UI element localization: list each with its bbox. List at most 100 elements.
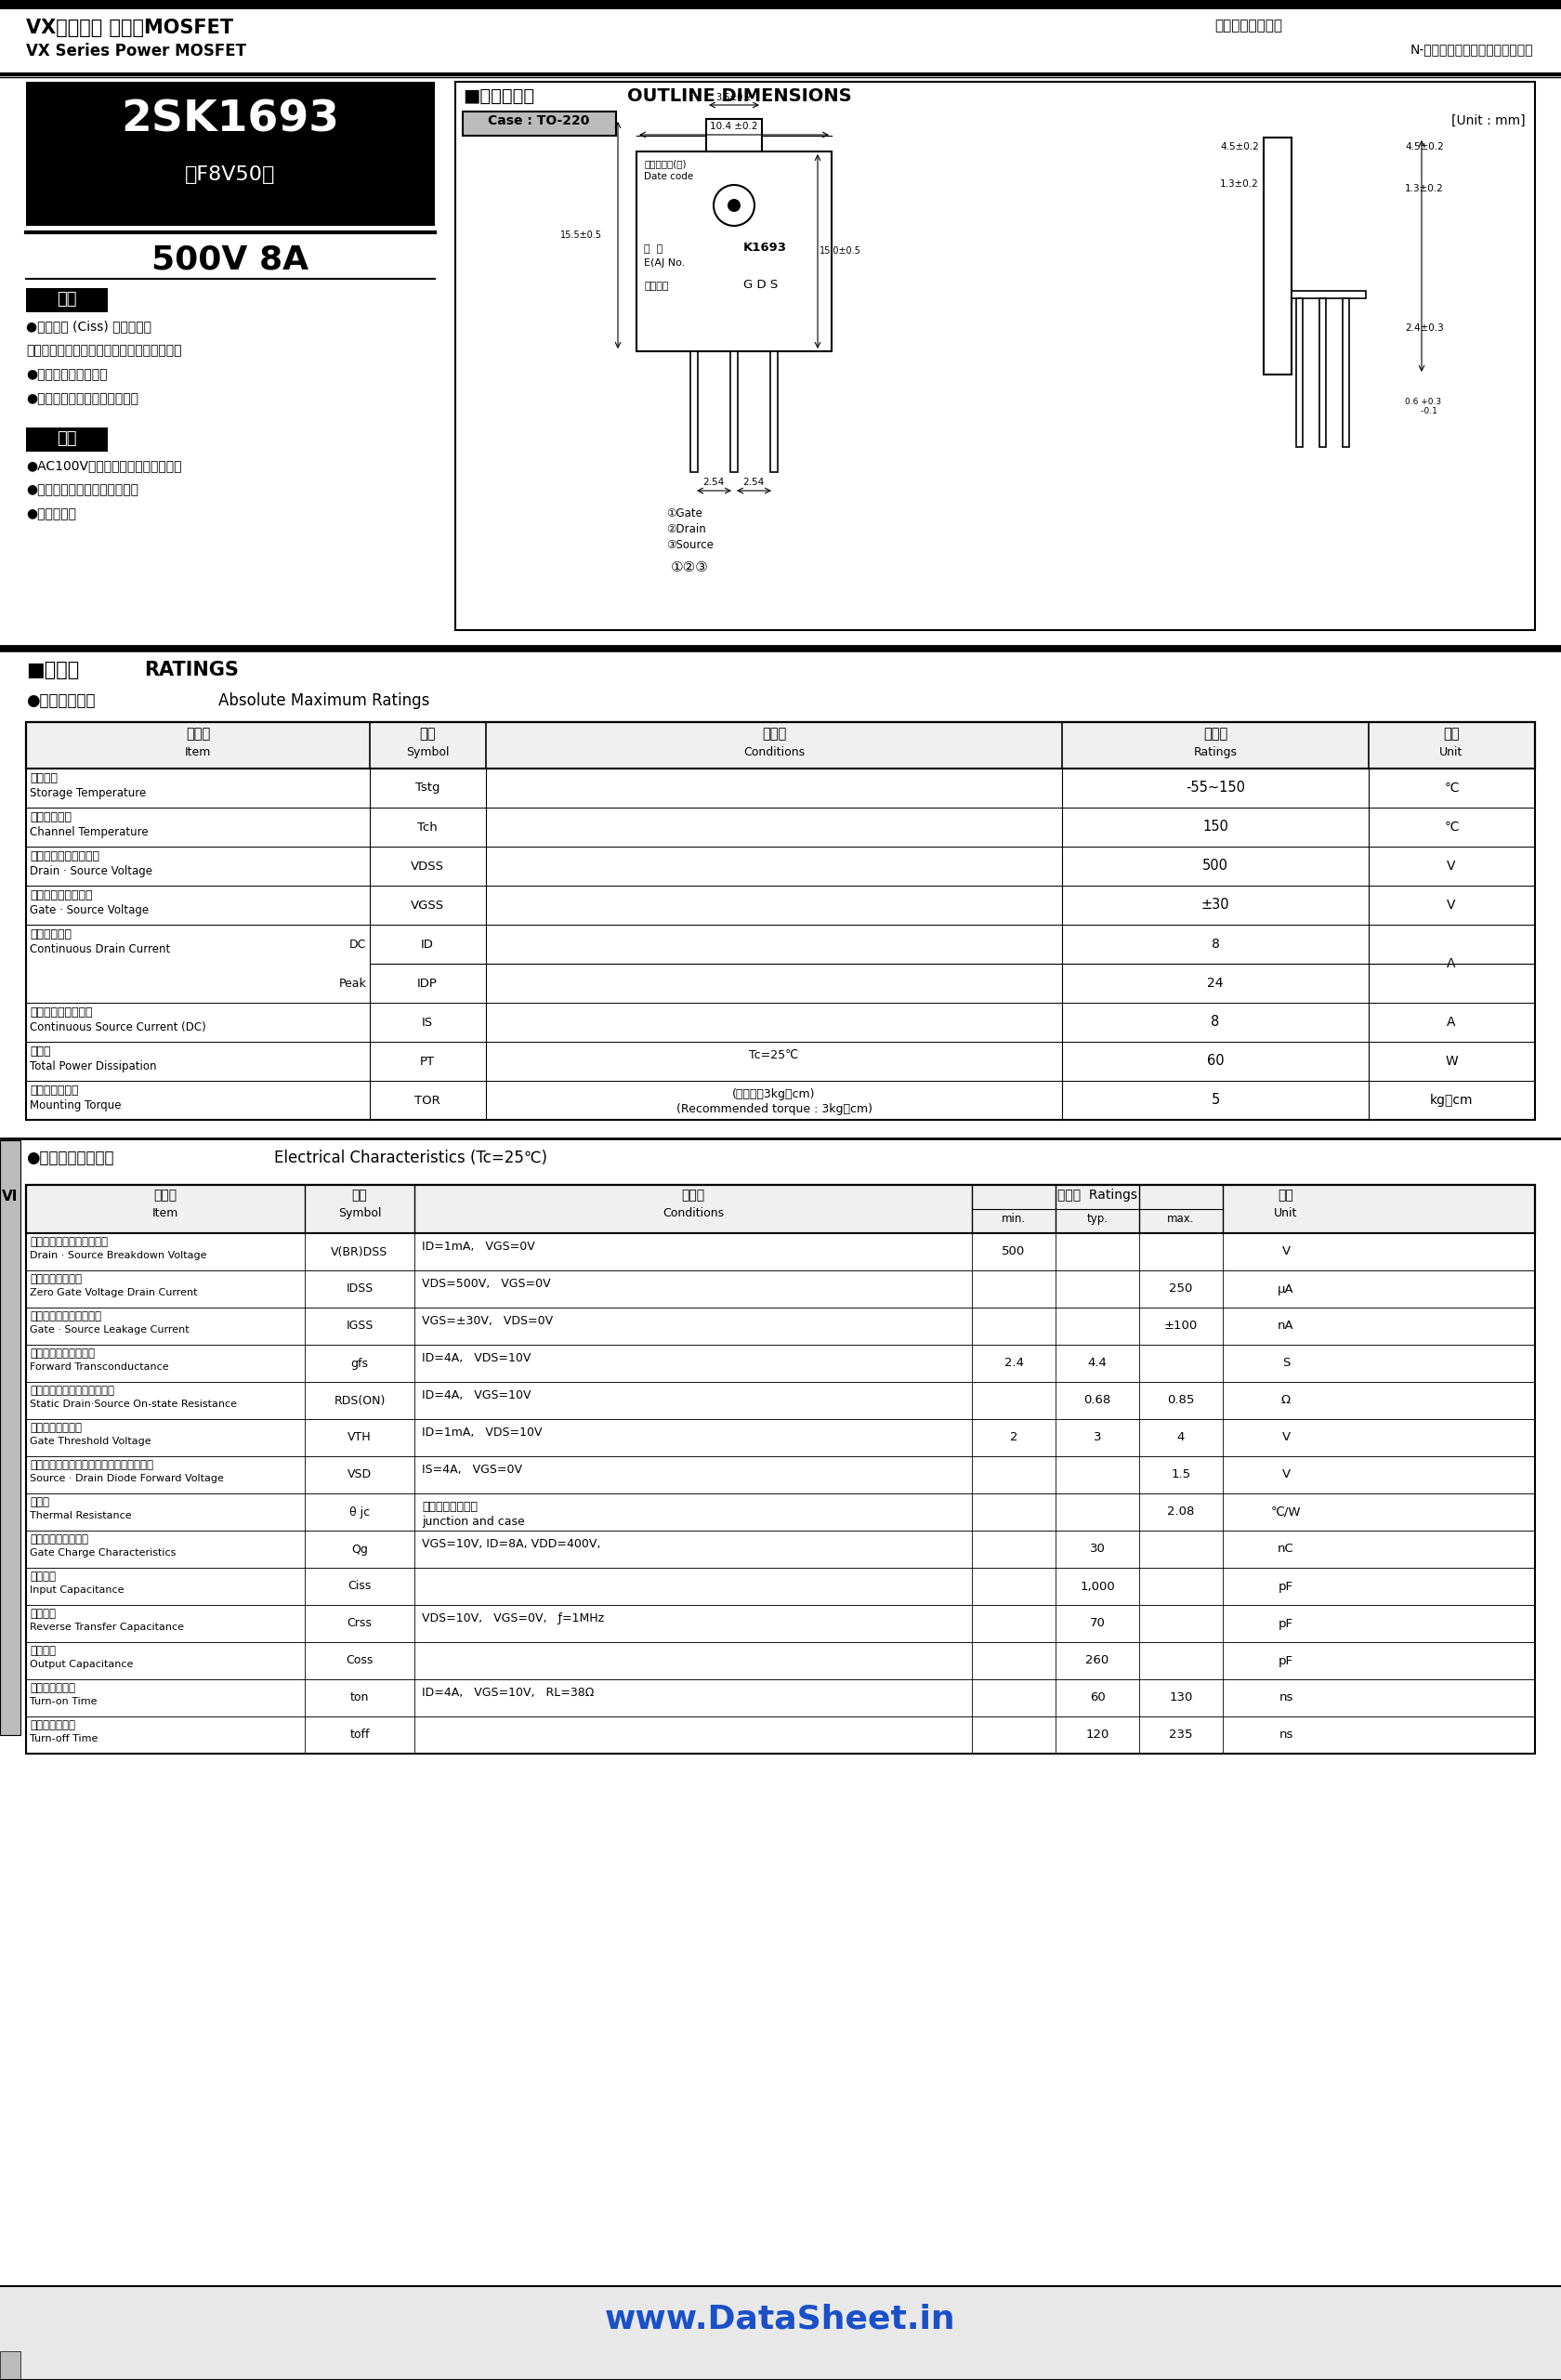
Text: Turn-on Time: Turn-on Time — [30, 1697, 97, 1706]
Text: V: V — [1447, 859, 1456, 873]
Text: Qg: Qg — [351, 1542, 368, 1554]
Text: Channel Temperature: Channel Temperature — [30, 826, 148, 838]
Bar — [27, 1185, 1534, 1754]
Text: toff: toff — [350, 1728, 370, 1742]
Bar — [706, 119, 762, 152]
Text: TOR: TOR — [415, 1095, 440, 1107]
Text: VXシリーズ パワーMOSFET: VXシリーズ パワーMOSFET — [27, 19, 233, 38]
Text: Conditions: Conditions — [662, 1207, 724, 1219]
Text: 項　目: 項 目 — [153, 1188, 176, 1202]
Bar — [770, 352, 777, 471]
Text: 0.6 +0.3
      -0.1: 0.6 +0.3 -0.1 — [1405, 397, 1441, 416]
Text: V: V — [1282, 1245, 1291, 1259]
Text: VDS=500V,   VGS=0V: VDS=500V, VGS=0V — [421, 1278, 551, 1290]
Text: 順伝達コンダクタンス: 順伝達コンダクタンス — [30, 1347, 95, 1359]
Text: Ciss: Ciss — [348, 1580, 372, 1592]
Bar — [27, 1457, 1534, 1492]
Bar — [27, 428, 108, 452]
Bar — [27, 1271, 1534, 1307]
Text: 転送容量: 転送容量 — [30, 1609, 56, 1621]
Text: N-チャネル、エンハンスメント型: N-チャネル、エンハンスメント型 — [1410, 43, 1533, 55]
Text: 1.3±0.2: 1.3±0.2 — [1405, 183, 1444, 193]
Text: ②Drain: ②Drain — [667, 524, 706, 536]
Text: 4.5±0.2: 4.5±0.2 — [1221, 143, 1260, 152]
Text: VGS=10V, ID=8A, VDD=400V,: VGS=10V, ID=8A, VDD=400V, — [421, 1537, 601, 1549]
Text: 235: 235 — [1169, 1728, 1193, 1742]
Text: 3.6±0.2: 3.6±0.2 — [716, 93, 752, 102]
Text: S: S — [1282, 1357, 1289, 1368]
Text: ソース電流（直流）: ソース電流（直流） — [30, 1007, 92, 1019]
Text: RATINGS: RATINGS — [144, 662, 239, 678]
Bar — [0, 1140, 20, 1735]
Text: ドレイン逆方電流: ドレイン逆方電流 — [30, 1273, 81, 1285]
Bar — [27, 1530, 1534, 1568]
Text: (推奨値：3kg・cm): (推奨値：3kg・cm) — [732, 1088, 815, 1100]
Text: Source · Drain Diode Forward Voltage: Source · Drain Diode Forward Voltage — [30, 1473, 223, 1483]
Text: pF: pF — [1278, 1618, 1294, 1630]
Text: IDSS: IDSS — [347, 1283, 373, 1295]
Text: 70: 70 — [1090, 1618, 1105, 1630]
Text: ID: ID — [421, 938, 434, 950]
Text: Total Power Dissipation: Total Power Dissipation — [30, 1061, 156, 1073]
Text: VX Series Power MOSFET: VX Series Power MOSFET — [27, 43, 247, 60]
Text: [Unit : mm]: [Unit : mm] — [1452, 114, 1525, 126]
Text: www.DataSheet.in: www.DataSheet.in — [606, 2304, 955, 2335]
Text: typ.: typ. — [1086, 1214, 1108, 1226]
Bar — [456, 81, 1534, 631]
Text: 規格値  Ratings: 規格値 Ratings — [1057, 1188, 1138, 1202]
Text: ℃: ℃ — [1444, 821, 1458, 833]
Text: pF: pF — [1278, 1580, 1294, 1592]
Text: ドレイン・ソース降伏電圧: ドレイン・ソース降伏電圧 — [30, 1235, 108, 1247]
Text: V: V — [1282, 1433, 1291, 1445]
Bar — [27, 1307, 1534, 1345]
Text: Coss: Coss — [347, 1654, 373, 1666]
Text: max.: max. — [1168, 1214, 1194, 1226]
Text: ゲートチャージ特性: ゲートチャージ特性 — [30, 1533, 89, 1545]
Text: ■外形寸法図: ■外形寸法図 — [462, 88, 534, 105]
Text: Absolute Maximum Ratings: Absolute Maximum Ratings — [219, 693, 429, 709]
Text: 5: 5 — [1211, 1092, 1219, 1107]
Text: 120: 120 — [1085, 1728, 1110, 1742]
Text: ゲートしきい電圧: ゲートしきい電圧 — [30, 1421, 81, 1433]
Text: V: V — [1447, 900, 1456, 912]
Text: ドレイン電流: ドレイン電流 — [30, 928, 72, 940]
Text: Electrical Characteristics (Tc=25℃): Electrical Characteristics (Tc=25℃) — [275, 1150, 548, 1166]
Text: ロット記号(枠): ロット記号(枠) — [645, 159, 687, 169]
Text: ℃: ℃ — [1444, 781, 1458, 795]
Text: VDS=10V,   VGS=0V,   ƒ=1MHz: VDS=10V, VGS=0V, ƒ=1MHz — [421, 1611, 604, 1626]
Text: min.: min. — [1002, 1214, 1026, 1226]
Text: Drain · Source Voltage: Drain · Source Voltage — [30, 866, 153, 878]
Text: Tstg: Tstg — [415, 783, 440, 795]
Text: 全損失: 全損失 — [30, 1045, 50, 1057]
Text: 品  名: 品 名 — [645, 245, 663, 255]
Bar — [27, 1680, 1534, 1716]
Text: 2: 2 — [1010, 1433, 1018, 1445]
Text: ［F8V50］: ［F8V50］ — [186, 167, 276, 183]
Text: 出力容量: 出力容量 — [30, 1645, 56, 1656]
Text: ●スイッチングタイムが速い。: ●スイッチングタイムが速い。 — [27, 393, 139, 405]
Text: ドレイン・ソース電圧: ドレイン・ソース電圧 — [30, 850, 100, 862]
Bar — [1296, 298, 1303, 447]
Text: ID=1mA,   VDS=10V: ID=1mA, VDS=10V — [421, 1426, 542, 1438]
Bar — [1291, 290, 1366, 298]
Text: 2.54: 2.54 — [743, 478, 765, 488]
Bar — [27, 288, 108, 312]
Text: Conditions: Conditions — [743, 747, 805, 759]
Bar — [27, 807, 1534, 847]
Text: IS: IS — [421, 1016, 432, 1028]
Text: ドレイン・ソース間オン抵抗: ドレイン・ソース間オン抵抗 — [30, 1385, 114, 1397]
Text: kg・cm: kg・cm — [1430, 1095, 1474, 1107]
Text: VI: VI — [2, 1190, 19, 1204]
Text: A: A — [1447, 957, 1456, 971]
Text: Continuous Drain Current: Continuous Drain Current — [30, 942, 170, 954]
Text: Output Capacitance: Output Capacitance — [30, 1659, 133, 1668]
Text: VTH: VTH — [348, 1433, 372, 1445]
Text: Unit: Unit — [1274, 1207, 1297, 1219]
Text: pF: pF — [1278, 1654, 1294, 1666]
Bar — [27, 1081, 1534, 1121]
Bar — [1319, 298, 1325, 447]
Text: チャネル温度: チャネル温度 — [30, 812, 72, 823]
Text: 4: 4 — [1177, 1433, 1185, 1445]
Text: 15.5±0.5: 15.5±0.5 — [560, 231, 601, 240]
Text: ●電気的・熱的特性: ●電気的・熱的特性 — [27, 1150, 114, 1166]
